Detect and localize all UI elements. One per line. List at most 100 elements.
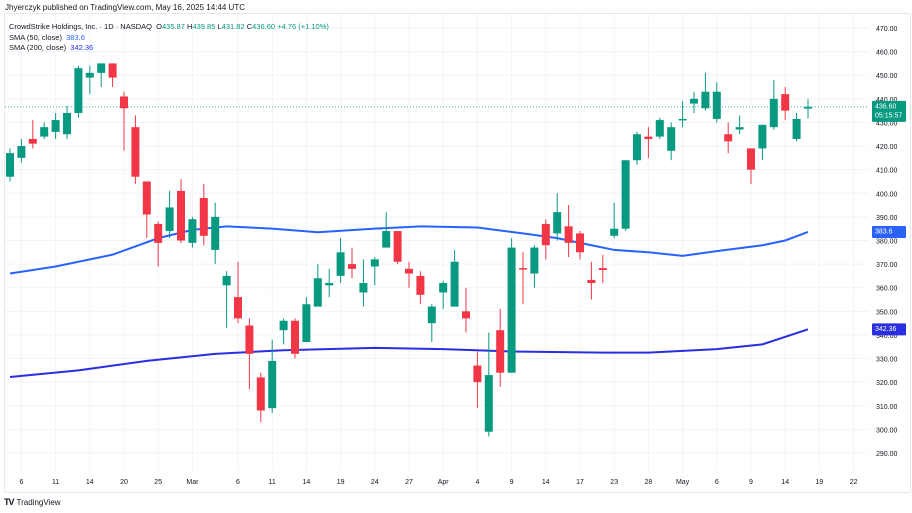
candle-body xyxy=(40,127,49,137)
candle-body xyxy=(781,94,790,111)
candle xyxy=(382,212,391,248)
candle-body xyxy=(644,136,653,139)
candle-body xyxy=(427,306,436,324)
candle xyxy=(131,115,140,184)
candle-body xyxy=(51,120,60,132)
candle-body xyxy=(188,219,197,243)
candle-body xyxy=(131,127,140,177)
candle-body xyxy=(484,375,493,432)
y-tick-label: 450.00 xyxy=(876,73,898,80)
candle-body xyxy=(268,360,277,409)
candle-body xyxy=(633,134,641,161)
candle xyxy=(564,205,573,258)
x-tick-label: Apr xyxy=(438,479,450,486)
y-tick-label: 320.00 xyxy=(876,380,898,387)
x-tick-label: Mar xyxy=(186,479,199,486)
candle-body xyxy=(74,68,83,113)
candle-body xyxy=(610,228,619,236)
candle-body xyxy=(405,268,413,274)
sma200-legend[interactable]: SMA (200, close) 342.36 xyxy=(9,43,94,52)
candle-body xyxy=(792,118,801,139)
candle-body xyxy=(302,304,311,343)
x-tick-label: 22 xyxy=(850,479,858,486)
candle xyxy=(268,339,277,413)
y-tick-label: 440.00 xyxy=(876,97,898,104)
candle xyxy=(359,259,368,307)
x-tick-label: 20 xyxy=(120,479,128,486)
x-tick-label: 11 xyxy=(269,479,276,486)
candle xyxy=(188,216,197,248)
candle-body xyxy=(690,98,698,104)
candle xyxy=(427,304,436,343)
candle xyxy=(667,122,676,161)
y-tick-label: 290.00 xyxy=(876,451,898,458)
tradingview-logo-icon: TV xyxy=(4,497,14,507)
y-tick-label: 380.00 xyxy=(876,238,898,245)
last-price-badge-text: 05:15:57 xyxy=(875,112,902,119)
candle xyxy=(553,193,562,241)
candle-body xyxy=(507,247,516,373)
ohlc-legend: CrowdStrike Holdings, Inc. · 1D · NASDAQ… xyxy=(9,22,329,31)
candle xyxy=(541,219,550,260)
candle-body xyxy=(724,134,733,142)
candle-body xyxy=(655,120,664,137)
candle xyxy=(735,115,744,135)
candle xyxy=(211,202,220,265)
candle xyxy=(507,238,516,373)
sma50-price-badge-bg xyxy=(872,225,906,238)
candle xyxy=(804,99,812,119)
candle xyxy=(28,120,37,149)
candle-body xyxy=(564,226,573,243)
candle xyxy=(393,231,402,265)
candle-body xyxy=(804,106,812,109)
sma50-price-badge-text: 383.6 xyxy=(875,228,893,235)
high-value: 439.85 xyxy=(192,22,216,31)
candle xyxy=(576,231,584,260)
candle-body xyxy=(473,365,482,383)
candle xyxy=(530,245,539,288)
candle xyxy=(74,65,83,118)
candle-body xyxy=(279,320,288,331)
close-value: 436.60 xyxy=(252,22,276,31)
candle xyxy=(416,271,425,305)
last-price-badge-text: 436.60 xyxy=(875,103,897,110)
candle xyxy=(473,351,482,409)
sma200-line xyxy=(9,328,809,378)
symbol-title[interactable]: CrowdStrike Holdings, Inc. · 1D · NASDAQ xyxy=(9,22,152,31)
candle xyxy=(747,148,755,184)
candle xyxy=(690,91,698,113)
x-tick-label: May xyxy=(676,479,690,486)
candle-body xyxy=(256,377,265,411)
x-tick-label: 4 xyxy=(475,479,479,486)
candle-body xyxy=(85,72,94,78)
x-tick-label: 27 xyxy=(405,479,413,486)
candle xyxy=(496,308,505,387)
candle-body xyxy=(120,96,128,109)
y-tick-label: 390.00 xyxy=(876,215,898,222)
candle-body xyxy=(667,127,676,151)
candle-body xyxy=(621,160,630,229)
x-tick-label: 19 xyxy=(816,479,824,486)
candle xyxy=(222,271,231,328)
candle-body xyxy=(142,181,151,215)
sma50-legend[interactable]: SMA (50, close) 383.6 xyxy=(9,32,85,42)
change-value: +4.76 (+1.10%) xyxy=(277,22,329,31)
candle xyxy=(655,117,664,139)
candle xyxy=(40,122,49,139)
y-tick-label: 360.00 xyxy=(876,286,898,293)
candle xyxy=(405,261,413,288)
sma200-price-badge-bg xyxy=(872,323,906,336)
x-tick-label: 14 xyxy=(781,479,789,486)
candle-body xyxy=(359,282,368,293)
candle xyxy=(769,79,778,130)
tradingview-logo[interactable]: TV TradingView xyxy=(4,497,61,507)
candle xyxy=(63,105,71,139)
sma200-price-badge-text: 342.36 xyxy=(875,326,897,333)
y-tick-label: 330.00 xyxy=(876,357,898,364)
candle xyxy=(610,202,619,239)
candle xyxy=(621,160,630,232)
candle-body xyxy=(735,127,744,130)
candle xyxy=(484,332,493,437)
candle xyxy=(85,65,94,95)
